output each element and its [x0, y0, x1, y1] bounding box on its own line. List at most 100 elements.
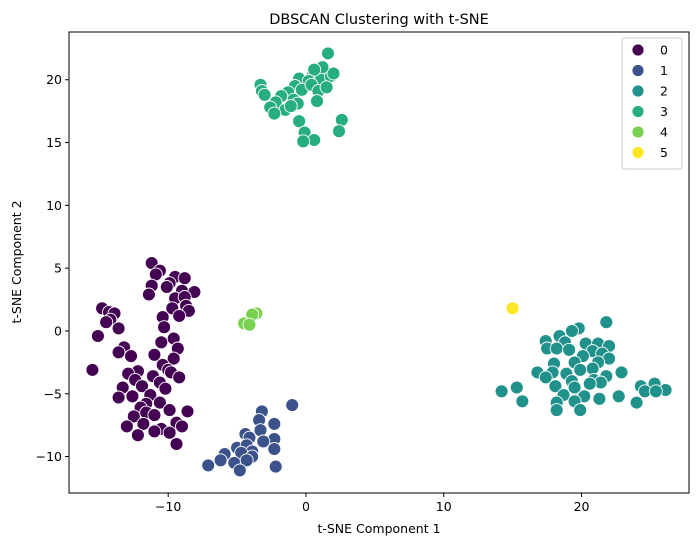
legend-label-1: 1 [660, 63, 668, 78]
x-axis-ticks: −10 0 10 20 [155, 493, 590, 514]
point-cluster-0 [172, 370, 187, 385]
point-cluster-0 [177, 271, 192, 286]
point-cluster-0 [124, 349, 138, 364]
point-cluster-0 [119, 419, 134, 434]
point-cluster-0 [85, 362, 100, 377]
legend-marker-2 [631, 84, 645, 98]
point-cluster-0 [166, 351, 181, 366]
plot-frame [68, 31, 690, 494]
point-cluster-0 [172, 308, 187, 323]
point-cluster-4 [242, 317, 257, 332]
point-cluster-0 [130, 428, 145, 443]
point-cluster-3 [267, 106, 282, 121]
point-cluster-2 [592, 391, 607, 406]
y-axis-ticks: −10 −5 0 5 10 15 20 [36, 72, 69, 464]
point-cluster-2 [611, 389, 626, 404]
legend-marker-1 [631, 64, 645, 77]
point-cluster-3 [326, 66, 341, 81]
x-axis-label: t-SNE Component 1 [317, 521, 440, 536]
legend-label-5: 5 [660, 145, 668, 160]
point-cluster-5 [505, 301, 520, 316]
point-cluster-2 [582, 376, 597, 391]
point-cluster-1 [201, 458, 216, 473]
point-cluster-2 [629, 395, 644, 410]
point-cluster-0 [180, 404, 195, 419]
point-cluster-2 [549, 403, 564, 418]
point-cluster-0 [147, 424, 162, 439]
y-tick-label: 20 [46, 72, 62, 87]
point-cluster-1 [253, 423, 268, 438]
point-cluster-2 [494, 384, 509, 399]
point-cluster-2 [573, 403, 588, 418]
point-cluster-3 [321, 46, 335, 61]
y-axis-label: t-SNE Component 2 [9, 200, 24, 323]
point-cluster-3 [296, 134, 311, 149]
point-cluster-3 [257, 87, 272, 102]
point-cluster-2 [573, 362, 588, 377]
point-cluster-1 [256, 434, 271, 449]
point-cluster-0 [159, 280, 174, 294]
point-cluster-1 [213, 453, 228, 468]
point-cluster-0 [135, 379, 149, 394]
point-cluster-1 [239, 453, 254, 468]
point-cluster-3 [307, 62, 322, 77]
point-cluster-2 [515, 394, 530, 409]
legend-marker-5 [631, 146, 645, 159]
legend-label-2: 2 [660, 84, 668, 99]
point-cluster-0 [157, 320, 172, 335]
point-cluster-0 [152, 395, 167, 410]
y-tick-label: 15 [46, 135, 62, 150]
point-cluster-2 [509, 380, 524, 395]
x-tick-label: 0 [302, 499, 310, 514]
point-cluster-2 [614, 365, 629, 380]
point-cluster-1 [267, 416, 282, 431]
point-cluster-0 [175, 419, 189, 434]
chart-title: DBSCAN Clustering with t-SNE [269, 12, 489, 28]
point-cluster-1 [268, 459, 283, 474]
point-cluster-3 [283, 99, 298, 114]
point-cluster-0 [147, 347, 162, 362]
point-cluster-0 [126, 409, 141, 424]
point-cluster-0 [90, 329, 105, 343]
y-tick-label: −10 [36, 449, 62, 464]
y-tick-label: −5 [44, 386, 62, 401]
x-tick-label: 20 [574, 499, 590, 514]
point-cluster-1 [267, 442, 282, 456]
point-cluster-2 [538, 370, 553, 385]
legend-marker-0 [631, 43, 645, 57]
point-cluster-1 [285, 398, 300, 413]
point-cluster-2 [567, 380, 582, 395]
y-tick-label: 10 [46, 198, 62, 213]
point-cluster-1 [232, 463, 247, 478]
point-cluster-0 [111, 345, 126, 360]
point-cluster-2 [549, 341, 564, 356]
point-cluster-2 [648, 384, 663, 399]
legend: 0 1 2 3 4 5 [621, 37, 683, 170]
point-cluster-3 [319, 80, 334, 95]
point-cluster-0 [141, 287, 156, 302]
point-cluster-3 [334, 112, 349, 127]
point-cluster-0 [154, 335, 169, 350]
point-cluster-3 [332, 124, 346, 139]
point-cluster-0 [147, 408, 162, 423]
point-cluster-0 [111, 321, 126, 336]
legend-label-3: 3 [660, 104, 668, 119]
point-cluster-0 [111, 390, 126, 405]
legend-marker-4 [631, 125, 645, 139]
point-cluster-0 [162, 403, 177, 418]
point-cluster-0 [169, 437, 184, 451]
point-cluster-3 [292, 114, 307, 129]
point-cluster-2 [564, 324, 579, 338]
x-tick-label: 10 [436, 499, 452, 514]
point-cluster-0 [136, 416, 151, 431]
x-tick-label: −10 [155, 499, 181, 514]
y-tick-label: 5 [54, 261, 62, 276]
legend-label-0: 0 [660, 43, 668, 58]
legend-label-4: 4 [660, 125, 668, 140]
point-cluster-0 [158, 381, 173, 396]
point-cluster-2 [599, 315, 614, 330]
point-cluster-2 [548, 379, 563, 394]
y-tick-label: 0 [54, 323, 62, 338]
point-cluster-0 [125, 389, 140, 404]
